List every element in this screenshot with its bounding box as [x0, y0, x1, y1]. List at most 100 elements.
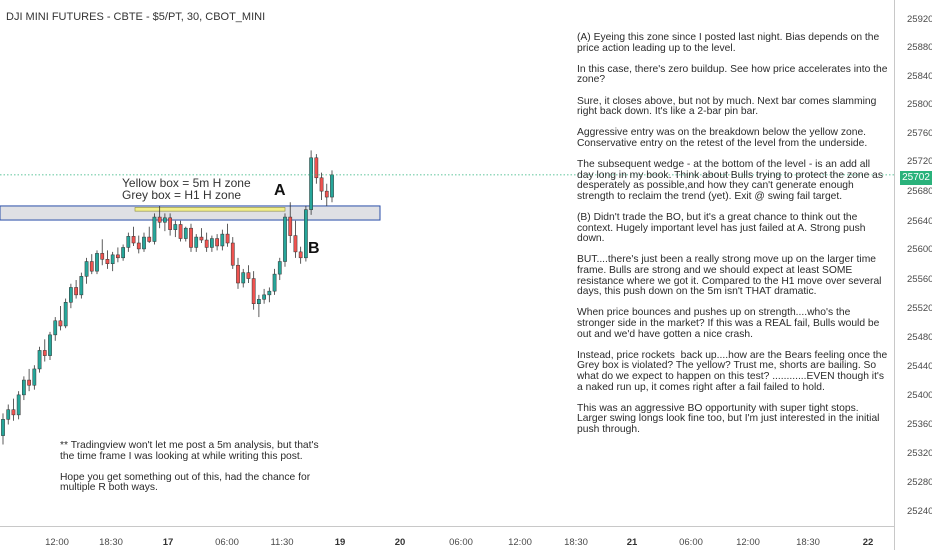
candle-body — [100, 253, 105, 260]
candle-body — [168, 217, 172, 230]
candle-body — [147, 236, 152, 242]
right-note: (A) Eyeing this zone since I posted last… — [577, 32, 883, 54]
time-tick-label: 06:00 — [215, 537, 239, 548]
candle-body — [304, 209, 308, 259]
candle-body — [319, 177, 324, 192]
candle-body — [110, 254, 115, 264]
candle-body — [277, 261, 282, 275]
candle-body — [204, 239, 209, 248]
candle-body — [74, 287, 78, 296]
candle-body — [116, 254, 120, 259]
time-tick-label: 19 — [334, 537, 346, 548]
candle-body — [246, 272, 251, 279]
candle-body — [95, 253, 99, 272]
right-note: Instead, price rockets back up....how ar… — [577, 349, 891, 393]
candle-body — [309, 157, 313, 210]
candle-body — [241, 272, 246, 284]
candle-body — [220, 233, 225, 247]
price-tick-label: 25360 — [907, 419, 932, 430]
time-tick-label: 12:00 — [736, 537, 760, 548]
candle-body — [283, 216, 287, 262]
candle-body — [272, 273, 277, 292]
candle-body — [194, 236, 199, 248]
right-note: (B) Didn't trade the BO, but it's a grea… — [577, 212, 869, 245]
price-tick-label: 25520 — [907, 303, 932, 314]
marker-a: A — [274, 182, 286, 199]
candle-body — [163, 217, 167, 223]
yellow-zone-label: Yellow box = 5m H zone — [122, 176, 251, 190]
candle-body — [16, 394, 21, 416]
price-tick-label: 25440 — [907, 361, 932, 372]
price-tick-label: 25720 — [907, 156, 932, 167]
candle-body — [69, 287, 73, 303]
price-tick-label: 25240 — [907, 506, 932, 517]
price-tick-label: 25600 — [907, 244, 932, 255]
candle-body — [126, 236, 131, 248]
right-note: Aggressive entry was on the breakdown be… — [577, 127, 869, 149]
time-tick-label: 22 — [862, 537, 874, 548]
candle-body — [215, 238, 219, 247]
time-axis[interactable]: 12:00 18:30 17 06:00 11:30 19 20 06:00 1… — [0, 526, 894, 551]
time-tick-label: 20 — [394, 537, 406, 548]
right-notes: (A) Eyeing this zone since I posted last… — [577, 32, 891, 446]
time-tick-label: 06:00 — [679, 537, 703, 548]
candle-body — [142, 236, 146, 250]
candle-body — [22, 379, 26, 396]
candle-body — [121, 247, 125, 259]
symbol-title: DJI MINI FUTURES - CBTE - $5/PT, 30, CBO… — [6, 11, 266, 23]
right-note: When price bounces and pushes up on stre… — [577, 307, 883, 340]
time-tick-label: 12:00 — [508, 537, 532, 548]
candle-body — [131, 236, 136, 244]
candle-body — [53, 320, 58, 336]
time-tick-label: 18:30 — [564, 537, 588, 548]
candle-body — [210, 238, 214, 248]
right-note: Sure, it closes above, but not by much. … — [577, 95, 880, 118]
yellow-zone-box — [134, 207, 286, 212]
right-note: This was an aggressive BO opportunity wi… — [577, 402, 883, 435]
candle-body — [230, 242, 235, 266]
candle-body — [178, 224, 183, 239]
candle-body — [63, 302, 68, 327]
candle-body — [257, 299, 261, 304]
candle-body — [298, 251, 303, 259]
candle-body — [58, 320, 63, 327]
candle-body — [189, 227, 193, 248]
price-chart[interactable] — [0, 0, 894, 526]
candle-body — [48, 334, 52, 356]
candle-body — [11, 409, 16, 416]
candle-body — [37, 350, 42, 370]
candle-body — [262, 294, 266, 300]
candle-body — [183, 227, 188, 239]
price-tick-label: 25320 — [907, 448, 932, 459]
candle-body — [267, 290, 272, 296]
candle-body — [79, 276, 84, 296]
price-tick-label: 25280 — [907, 477, 932, 488]
time-tick-label: 12:00 — [45, 537, 69, 548]
price-tick-label: 25480 — [907, 332, 932, 343]
candle-body — [251, 278, 256, 304]
price-tick-label: 25640 — [907, 216, 932, 227]
candle-body — [1, 419, 5, 436]
time-tick-label: 18:30 — [796, 537, 820, 548]
left-notes: ** Tradingview won't let me post a 5m an… — [60, 440, 330, 505]
grey-zone-label: Grey box = H1 H zone — [122, 188, 242, 202]
time-tick-label: 06:00 — [449, 537, 473, 548]
candle-body — [173, 224, 178, 230]
price-tick-label: 25880 — [907, 42, 932, 53]
time-tick-label: 21 — [626, 537, 638, 548]
candle-body — [236, 264, 240, 284]
price-tick-label: 25760 — [907, 128, 932, 139]
candle-body — [225, 233, 230, 244]
left-note: Hope you get something out of this, had … — [60, 471, 314, 494]
candle-body — [42, 350, 47, 356]
candle-body — [324, 190, 329, 198]
price-tick-label: 25920 — [907, 14, 932, 25]
left-note: ** Tradingview won't let me post a 5m an… — [60, 440, 322, 462]
price-tick-label: 25840 — [907, 71, 932, 82]
candle-body — [27, 379, 31, 386]
price-axis[interactable]: 25920 25880 25840 25800 25760 25720 2568… — [894, 0, 932, 550]
candle-body — [199, 236, 204, 241]
price-tick-label: 25800 — [907, 99, 932, 110]
price-tick-label: 25560 — [907, 274, 932, 285]
